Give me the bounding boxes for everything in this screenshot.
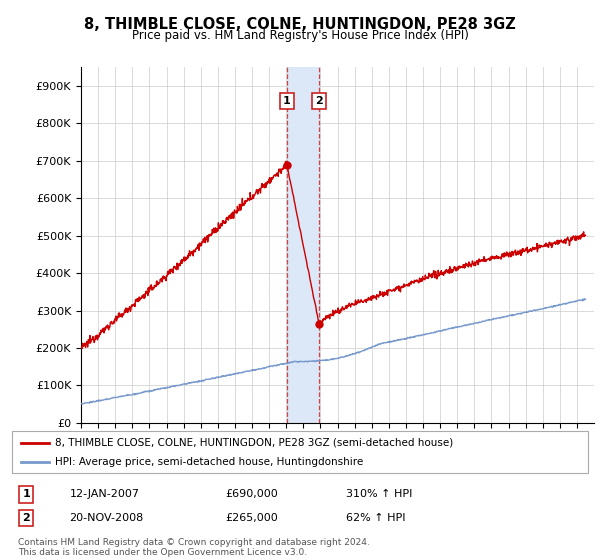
Text: 62% ↑ HPI: 62% ↑ HPI — [346, 513, 406, 523]
Bar — [287, 67, 319, 423]
Text: 12-JAN-2007: 12-JAN-2007 — [70, 489, 140, 500]
Text: 310% ↑ HPI: 310% ↑ HPI — [346, 489, 412, 500]
Text: £690,000: £690,000 — [225, 489, 278, 500]
Text: Price paid vs. HM Land Registry's House Price Index (HPI): Price paid vs. HM Land Registry's House … — [131, 29, 469, 42]
FancyBboxPatch shape — [12, 431, 588, 473]
Text: HPI: Average price, semi-detached house, Huntingdonshire: HPI: Average price, semi-detached house,… — [55, 457, 364, 467]
Text: 20-NOV-2008: 20-NOV-2008 — [70, 513, 144, 523]
Text: 2: 2 — [315, 96, 323, 106]
Text: 1: 1 — [23, 489, 30, 500]
Text: 1: 1 — [283, 96, 291, 106]
Text: £265,000: £265,000 — [225, 513, 278, 523]
Text: 2: 2 — [23, 513, 30, 523]
Text: Contains HM Land Registry data © Crown copyright and database right 2024.
This d: Contains HM Land Registry data © Crown c… — [18, 538, 370, 558]
Text: 8, THIMBLE CLOSE, COLNE, HUNTINGDON, PE28 3GZ (semi-detached house): 8, THIMBLE CLOSE, COLNE, HUNTINGDON, PE2… — [55, 437, 454, 447]
Text: 8, THIMBLE CLOSE, COLNE, HUNTINGDON, PE28 3GZ: 8, THIMBLE CLOSE, COLNE, HUNTINGDON, PE2… — [84, 17, 516, 32]
